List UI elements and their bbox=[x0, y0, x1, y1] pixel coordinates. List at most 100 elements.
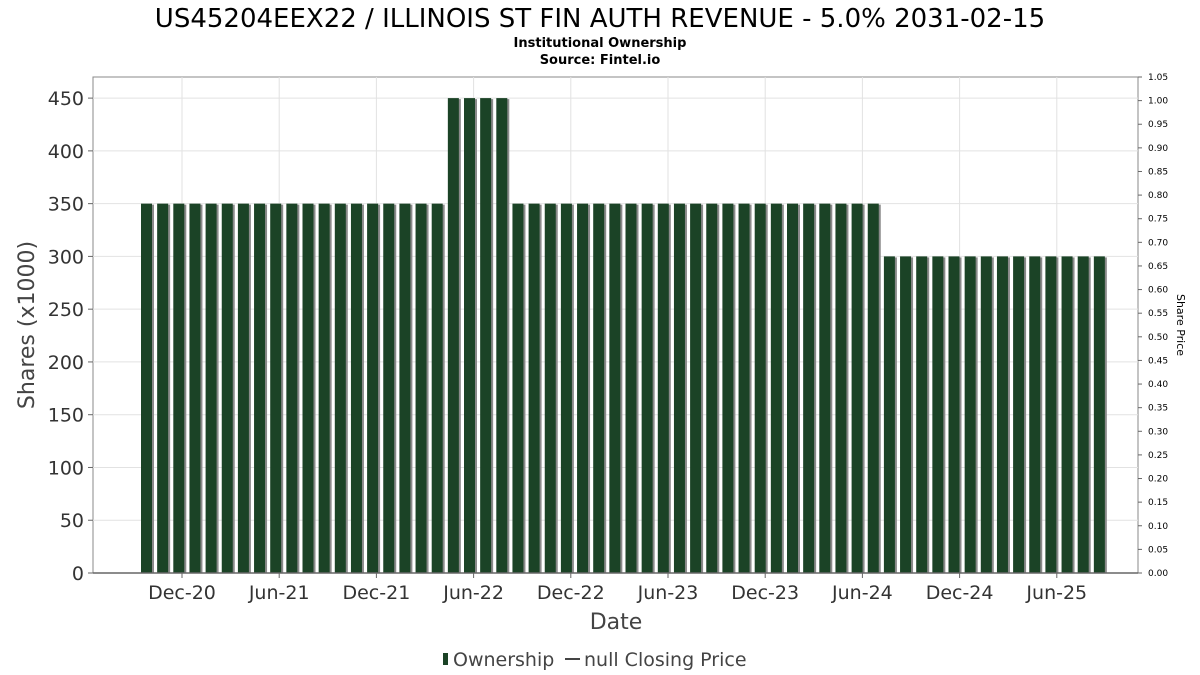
bar bbox=[350, 203, 362, 573]
y-right-tick-label: 0.50 bbox=[1148, 333, 1168, 343]
bar bbox=[1045, 256, 1057, 573]
bar bbox=[528, 203, 540, 573]
bar bbox=[964, 256, 976, 573]
bar bbox=[593, 203, 605, 573]
x-tick-label: Dec-20 bbox=[148, 582, 216, 604]
y-tick-label: 250 bbox=[48, 299, 84, 321]
bar bbox=[1013, 256, 1025, 573]
bar bbox=[383, 203, 395, 573]
chart-title: US45204EEX22 / ILLINOIS ST FIN AUTH REVE… bbox=[155, 4, 1045, 34]
x-tick-label: Jun-22 bbox=[442, 582, 504, 604]
y-right-tick-label: 1.05 bbox=[1148, 73, 1168, 83]
bar bbox=[480, 98, 492, 573]
bar bbox=[980, 256, 992, 573]
bar bbox=[883, 256, 895, 573]
bar bbox=[770, 203, 782, 573]
y-tick-label: 300 bbox=[48, 246, 84, 268]
y-right-tick-label: 0.95 bbox=[1148, 120, 1168, 130]
bar bbox=[334, 203, 346, 573]
y-right-tick-label: 0.00 bbox=[1148, 569, 1168, 579]
bar bbox=[996, 256, 1008, 573]
chart-source: Source: Fintel.io bbox=[540, 53, 661, 68]
bar bbox=[706, 203, 718, 573]
y-right-tick-label: 0.30 bbox=[1148, 427, 1168, 437]
y-right-tick-label: 0.75 bbox=[1148, 215, 1168, 225]
bar bbox=[948, 256, 960, 573]
bar bbox=[835, 203, 847, 573]
bar bbox=[173, 203, 185, 573]
bar bbox=[900, 256, 912, 573]
y-tick-label: 200 bbox=[48, 352, 84, 374]
y-axis-left: 0 50 100 150 200 250 300 350 400 450 bbox=[48, 88, 93, 585]
bar bbox=[399, 203, 411, 573]
bar bbox=[722, 203, 734, 573]
bar bbox=[431, 203, 443, 573]
bar bbox=[318, 203, 330, 573]
chart-subtitle: Institutional Ownership bbox=[514, 36, 687, 51]
x-tick-label: Dec-24 bbox=[926, 582, 994, 604]
bar bbox=[447, 98, 459, 573]
x-tick-label: Dec-23 bbox=[731, 582, 799, 604]
bar bbox=[577, 203, 589, 573]
y-right-tick-label: 0.70 bbox=[1148, 238, 1168, 248]
y-right-tick-label: 0.40 bbox=[1148, 380, 1168, 390]
y-axis-right: 0.00 0.05 0.10 0.15 0.20 0.25 0.30 0.35 0.40 0.45… bbox=[1138, 73, 1168, 579]
bar bbox=[851, 203, 863, 573]
bar bbox=[302, 203, 314, 573]
y-tick-label: 0 bbox=[72, 563, 84, 585]
y-right-tick-label: 0.35 bbox=[1148, 404, 1168, 414]
bar bbox=[787, 203, 798, 573]
bar bbox=[867, 203, 879, 573]
bar bbox=[819, 203, 831, 573]
y-right-tick-label: 1.00 bbox=[1148, 97, 1168, 107]
legend: Ownership null Closing Price bbox=[443, 649, 747, 671]
bar bbox=[1077, 256, 1089, 573]
bar bbox=[464, 98, 475, 573]
bar bbox=[367, 203, 379, 573]
bar bbox=[141, 203, 152, 573]
y-right-tick-label: 0.05 bbox=[1148, 545, 1168, 555]
y-right-tick-label: 0.55 bbox=[1148, 309, 1168, 319]
bar bbox=[221, 203, 233, 573]
bar bbox=[560, 203, 572, 573]
x-tick-label: Jun-23 bbox=[637, 582, 699, 604]
bar bbox=[1061, 256, 1073, 573]
y-right-tick-label: 0.25 bbox=[1148, 451, 1168, 461]
y-axis-label: Shares (x1000) bbox=[15, 241, 40, 409]
x-tick-label: Jun-25 bbox=[1025, 582, 1087, 604]
bar bbox=[237, 203, 249, 573]
legend-ownership-label: Ownership bbox=[453, 649, 554, 671]
bar bbox=[625, 203, 637, 573]
y-tick-label: 150 bbox=[48, 405, 84, 427]
x-axis-label: Date bbox=[590, 610, 643, 635]
y-right-tick-label: 0.85 bbox=[1148, 167, 1168, 177]
bar bbox=[916, 256, 928, 573]
bar bbox=[544, 203, 556, 573]
bar bbox=[512, 203, 524, 573]
bar bbox=[496, 98, 508, 573]
x-tick-label: Jun-24 bbox=[831, 582, 893, 604]
y-axis-label-right: Share Price bbox=[1174, 294, 1187, 356]
y-right-tick-label: 0.90 bbox=[1148, 144, 1168, 154]
bar bbox=[754, 203, 766, 573]
y-tick-label: 50 bbox=[60, 510, 84, 532]
bar bbox=[657, 203, 669, 573]
legend-ownership-swatch bbox=[443, 653, 448, 665]
bar bbox=[673, 203, 685, 573]
bar bbox=[254, 203, 266, 573]
bar bbox=[690, 203, 702, 573]
bar bbox=[1029, 256, 1041, 573]
bar bbox=[205, 203, 217, 573]
y-tick-label: 350 bbox=[48, 194, 84, 216]
y-right-tick-label: 0.80 bbox=[1148, 191, 1168, 201]
x-axis: Dec-20 Jun-21 Dec-21 Jun-22 Dec-22 Jun-23 Dec-… bbox=[148, 573, 1087, 604]
y-tick-label: 400 bbox=[48, 141, 84, 163]
bar bbox=[1093, 256, 1105, 573]
y-right-tick-label: 0.15 bbox=[1148, 498, 1168, 508]
legend-price-label: null Closing Price bbox=[584, 649, 747, 671]
y-right-tick-label: 0.65 bbox=[1148, 262, 1168, 272]
bar bbox=[286, 203, 298, 573]
y-right-tick-label: 0.10 bbox=[1148, 522, 1168, 532]
x-tick-label: Dec-21 bbox=[342, 582, 410, 604]
